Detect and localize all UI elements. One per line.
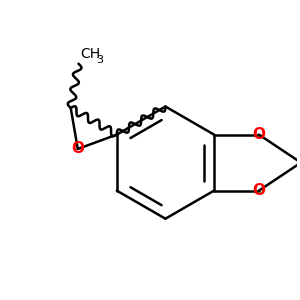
Text: 3: 3 xyxy=(96,55,103,65)
Text: CH: CH xyxy=(80,47,100,61)
Text: O: O xyxy=(252,183,266,198)
Text: O: O xyxy=(252,127,266,142)
Text: O: O xyxy=(71,141,84,156)
